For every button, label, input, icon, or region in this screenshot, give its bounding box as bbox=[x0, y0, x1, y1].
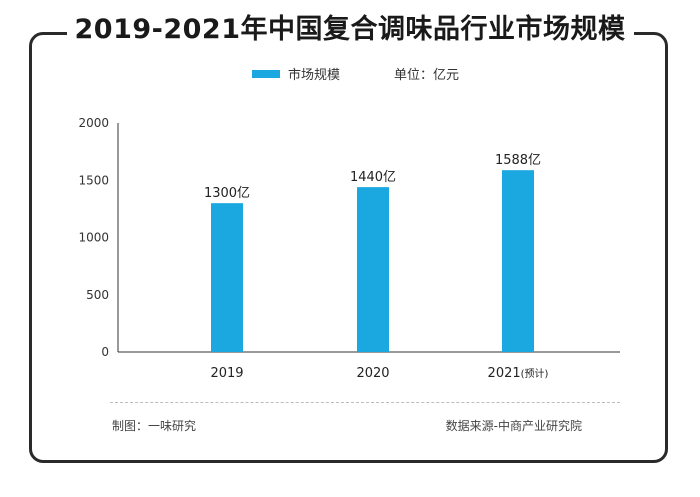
x-tick-note: (预计) bbox=[521, 367, 549, 380]
x-label-group: 2019 2020 2021(预计) bbox=[210, 366, 548, 381]
x-tick-label: 2021(预计) bbox=[488, 366, 549, 381]
legend-swatch bbox=[252, 69, 280, 78]
x-tick-year: 2021 bbox=[488, 366, 521, 381]
x-tick-year: 2020 bbox=[356, 366, 389, 381]
y-tick-label: 2000 bbox=[78, 116, 109, 130]
bar-2021 bbox=[502, 170, 534, 352]
x-tick-label: 2020 bbox=[356, 366, 389, 381]
bar-value-label: 1588亿 bbox=[495, 153, 541, 168]
x-tick-label: 2019 bbox=[210, 366, 243, 381]
y-tick-label: 1000 bbox=[78, 231, 109, 245]
bar-value-label: 1440亿 bbox=[350, 170, 396, 185]
footer-source: 数据来源-中商产业研究院 bbox=[445, 419, 582, 433]
y-tick-label: 1500 bbox=[78, 173, 109, 187]
chart-title-wrap: 2019-2021年中国复合调味品行业市场规模 bbox=[0, 8, 700, 52]
chart-title: 2019-2021年中国复合调味品行业市场规模 bbox=[66, 8, 634, 52]
bar-group: 1300亿 1440亿 1588亿 bbox=[204, 153, 541, 352]
legend-series-label: 市场规模 bbox=[288, 68, 341, 83]
y-tick-label: 500 bbox=[86, 288, 109, 302]
unit-label: 单位：亿元 bbox=[394, 68, 460, 83]
footer-author: 制图：一味研究 bbox=[112, 419, 197, 433]
bar-2019 bbox=[211, 203, 243, 352]
bar-2020 bbox=[357, 187, 389, 352]
footer-divider bbox=[110, 402, 620, 403]
legend: 市场规模 单位：亿元 bbox=[252, 64, 459, 83]
y-tick-group: 0 500 1000 1500 2000 bbox=[78, 116, 109, 359]
y-tick-label: 0 bbox=[101, 345, 109, 359]
x-tick-year: 2019 bbox=[210, 366, 243, 381]
bar-value-label: 1300亿 bbox=[204, 186, 250, 201]
